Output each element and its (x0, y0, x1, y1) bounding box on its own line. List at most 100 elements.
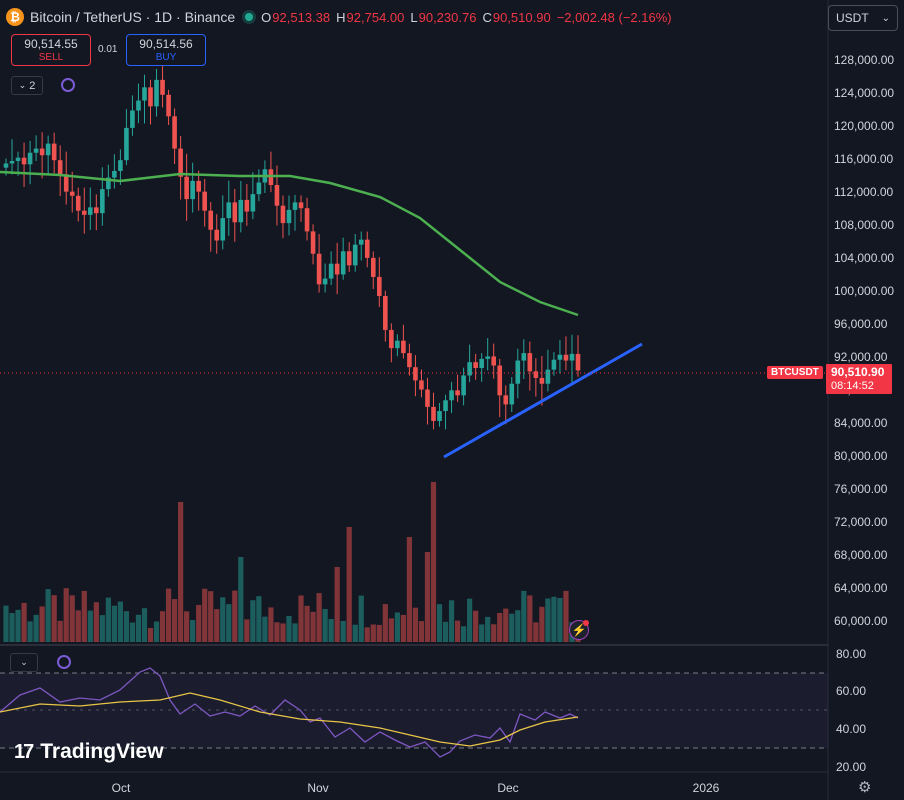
volume-bar (304, 605, 310, 642)
chevron-down-icon: ⌄ (20, 657, 28, 667)
buy-button[interactable]: 90,514.56 BUY (126, 34, 206, 66)
indicators-toggle-button[interactable]: ⌄ 2 (11, 76, 43, 95)
volume-bar (111, 605, 117, 642)
price-axis-label: 96,000.00 (834, 317, 888, 331)
tradingview-logo[interactable]: 17 TradingView (14, 740, 164, 764)
candle-body (575, 353, 581, 371)
symbol-title[interactable]: Bitcoin / TetherUS · 1D · Binance (30, 9, 236, 25)
volume-bar (310, 611, 316, 642)
symbol-header[interactable]: ₿ Bitcoin / TetherUS · 1D · Binance O92,… (6, 7, 678, 27)
rsi-axis-label: 20.00 (836, 760, 867, 774)
spread-value: 0.01 (98, 44, 118, 55)
volume-bar (123, 611, 130, 642)
candle-body (497, 365, 503, 396)
candle-body (280, 205, 286, 224)
candle-body (51, 143, 57, 161)
candle-body (274, 185, 280, 206)
volume-bar (479, 624, 485, 642)
volume-bar (220, 597, 226, 642)
candle-body (220, 218, 226, 241)
volume-bar (9, 613, 15, 642)
volume-bar (45, 589, 51, 642)
rsi-indicator-icon[interactable] (57, 655, 71, 669)
candle-body (118, 160, 123, 171)
sell-label: SELL (38, 52, 64, 63)
volume-bar (153, 621, 160, 642)
volume-bar (280, 623, 286, 642)
moving-average-line[interactable] (0, 170, 579, 317)
candle-body (461, 375, 466, 396)
candle-body (69, 191, 75, 196)
volume-bar (51, 595, 57, 642)
volume-bar (292, 623, 298, 642)
candle-body (358, 239, 364, 245)
volume-bar (105, 597, 111, 642)
volume-bar (81, 590, 87, 642)
volume-bar (141, 608, 148, 642)
volume-bar (527, 595, 533, 642)
volume-bar (184, 611, 190, 642)
candle-body (160, 79, 165, 95)
candle-body (33, 148, 39, 153)
trendline[interactable] (443, 342, 643, 459)
candle-body (322, 278, 328, 285)
currency-select[interactable]: USDT ⌄ (828, 5, 898, 31)
volume-bar (75, 610, 81, 642)
candle-body (87, 207, 93, 215)
volume-bar (503, 608, 509, 642)
market-status-icon[interactable] (245, 13, 254, 21)
candle-body (569, 353, 575, 361)
volume-bar (364, 627, 370, 642)
candle-body (94, 207, 99, 214)
candles[interactable] (3, 65, 581, 430)
volume-bar (340, 621, 346, 642)
volume-bar (232, 590, 238, 642)
candle-body (467, 362, 472, 376)
price-axis-label: 84,000.00 (834, 416, 888, 430)
candle-body (184, 176, 189, 200)
candle-body (563, 354, 569, 361)
notification-dot (583, 620, 589, 626)
volume-bar (298, 595, 304, 642)
bitcoin-logo-icon: ₿ (6, 8, 24, 26)
candle-body (63, 174, 69, 192)
volume-bar (418, 621, 425, 642)
rsi-collapse-button[interactable]: ⌄ (10, 653, 38, 672)
price-axis-label: 112,000.00 (834, 185, 894, 199)
candle-body (232, 202, 238, 223)
volume-bar (39, 606, 45, 642)
volume-bar (27, 621, 33, 642)
chevron-down-icon: ⌄ (18, 80, 27, 90)
rsi-ma-line[interactable] (0, 692, 579, 747)
time-axis-label: Dec (497, 781, 519, 795)
candle-body (81, 210, 87, 215)
candle-body (455, 390, 460, 396)
candle-body (395, 340, 400, 349)
candle-body (27, 152, 33, 165)
volume-bar (256, 596, 262, 642)
volume-bar (521, 590, 527, 642)
volume-bar (515, 610, 521, 642)
volume-bar (473, 610, 479, 642)
rsi-axis-label: 40.00 (836, 722, 867, 736)
sell-button[interactable]: 90,514.55 SELL (11, 34, 91, 66)
volume-bar (171, 599, 178, 642)
candle-body (256, 182, 262, 195)
volume-bar (69, 595, 75, 642)
volume-bar (467, 598, 473, 642)
candle-body (124, 127, 129, 161)
price-axis-label: 60,000.00 (834, 614, 888, 628)
volume-bar (376, 624, 382, 642)
candle-body (377, 276, 382, 296)
candle-body (539, 377, 545, 384)
volume-bar (202, 588, 208, 642)
gear-icon[interactable]: ⚙ (858, 779, 872, 796)
candle-body (443, 400, 448, 412)
volume-bar (117, 601, 123, 642)
volume-bar (394, 612, 400, 642)
indicator-loading-icon[interactable] (61, 78, 75, 92)
candle-body (491, 356, 497, 366)
price-axis-label: 128,000.00 (834, 53, 895, 67)
volume-bar (15, 609, 21, 642)
